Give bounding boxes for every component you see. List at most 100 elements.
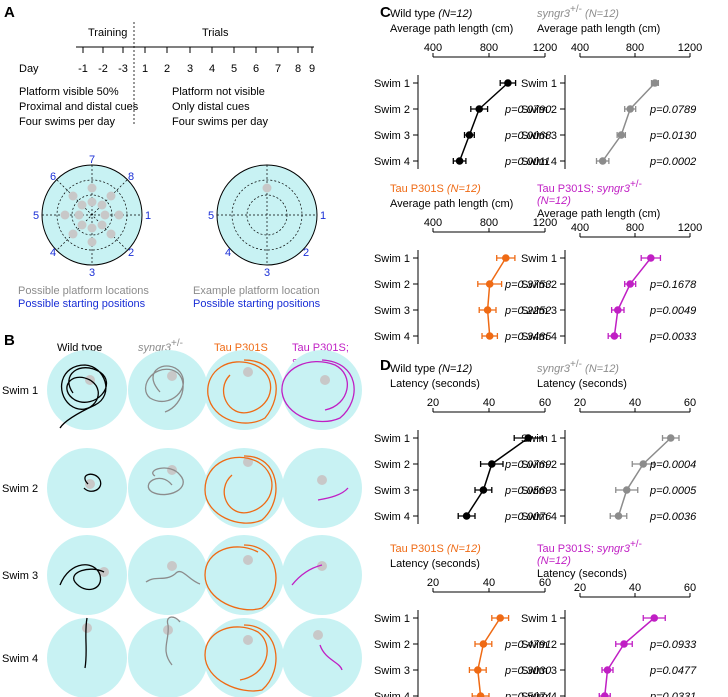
start-position-5: 5 (33, 210, 39, 222)
y-tick-label: Swim 3 (374, 305, 410, 317)
y-tick-label: Swim 4 (521, 331, 557, 343)
start-position-4: 4 (225, 247, 231, 259)
swim-path (204, 455, 277, 524)
platform (167, 561, 177, 571)
p-value: p=0.4791 (504, 639, 551, 651)
x-axis-label: Average path length (cm) (390, 23, 513, 35)
pool-trace-circle (128, 350, 208, 430)
y-tick-label: Swim 4 (374, 331, 410, 343)
x-tick-label: 800 (626, 42, 644, 54)
data-point (496, 614, 505, 622)
data-point (504, 79, 512, 87)
platform-location (68, 191, 78, 201)
series-line (465, 437, 529, 517)
start-position-4: 4 (50, 247, 56, 259)
panel-label-b: B (4, 332, 15, 349)
platform-location (106, 229, 116, 239)
day-tick-label: 4 (209, 63, 215, 75)
swim-path (84, 617, 88, 669)
data-point (614, 512, 623, 520)
y-tick-label: Swim 2 (374, 104, 410, 116)
day-tick-label: 8 (295, 63, 301, 75)
panel-label-a: A (4, 4, 15, 21)
platform (313, 630, 323, 640)
x-axis-label: Latency (seconds) (537, 568, 627, 580)
data-point (485, 280, 494, 288)
swim-path (83, 473, 102, 492)
chart-c-4: Tau P301S; syngr3+/-(N=12)Average path l… (521, 179, 702, 344)
data-point (614, 306, 622, 314)
platform (320, 375, 330, 385)
x-tick-label: 400 (571, 222, 589, 234)
p-value: p=0.0331 (649, 691, 696, 697)
right-pool-caption-blue: Possible starting positions (193, 298, 321, 310)
y-tick-label: Swim 1 (374, 613, 410, 625)
data-point (483, 306, 492, 314)
trials-line-2: Only distal cues (172, 101, 250, 113)
platform-location (60, 210, 70, 220)
start-position-3: 3 (89, 267, 95, 279)
p-value: p=0.0068 (504, 130, 552, 142)
panel-label-c: C (380, 4, 391, 21)
pool-trace-circle (128, 535, 208, 615)
chart-n: (N=12) (537, 195, 571, 207)
series-line (486, 257, 507, 337)
pool-trace-circle (282, 618, 362, 697)
platform-location (87, 223, 97, 233)
series-line (458, 82, 509, 162)
y-tick-label: Swim 4 (374, 691, 410, 697)
swim-path (207, 359, 277, 424)
data-point (462, 512, 471, 520)
start-position-6: 6 (50, 171, 56, 183)
p-value: p=0.0049 (649, 305, 696, 317)
data-point (651, 79, 659, 87)
series-line (477, 617, 501, 697)
chart-d-4: Tau P301S; syngr3+/-(N=12)Latency (secon… (521, 539, 697, 697)
y-tick-label: Swim 2 (374, 639, 410, 651)
y-tick-label: Swim 1 (521, 78, 557, 90)
platform (82, 623, 92, 633)
x-tick-label: 1200 (533, 42, 557, 54)
p-value: p=0.0130 (649, 130, 697, 142)
platform (243, 367, 253, 377)
x-tick-label: 400 (424, 42, 442, 54)
pool-quadrant-line (56, 179, 128, 251)
y-tick-label: Swim 3 (521, 485, 557, 497)
day-tick-label: 2 (164, 63, 170, 75)
p-value: p=0.5074 (504, 691, 551, 697)
pool-trace-circle (204, 448, 284, 528)
series-line (602, 82, 656, 162)
p-value: p=0.0005 (649, 485, 697, 497)
pool-trace-circle (47, 350, 127, 430)
x-axis-label: Average path length (cm) (537, 23, 660, 35)
x-tick-label: 20 (427, 577, 439, 589)
platform (85, 479, 95, 489)
y-tick-label: Swim 2 (521, 459, 557, 471)
day-tick-label: 7 (275, 63, 281, 75)
data-point (620, 640, 628, 648)
x-tick-label: 400 (571, 42, 589, 54)
swim-path (165, 616, 181, 666)
y-tick-label: Swim 2 (374, 279, 410, 291)
chart-d-2: syngr3+/- (N=12) Latency (seconds) 20 40 60 S… (521, 359, 697, 524)
y-tick-label: Swim 3 (374, 130, 410, 142)
trials-line-1: Platform not visible (172, 86, 265, 98)
data-point (650, 614, 659, 622)
x-tick-label: 20 (427, 397, 439, 409)
x-tick-label: 60 (684, 582, 696, 594)
pool-trace-circle (47, 535, 127, 615)
data-point (485, 332, 494, 340)
training-line-2: Proximal and distal cues (19, 101, 139, 113)
x-tick-label: 20 (574, 582, 586, 594)
left-pool-caption-gray: Possible platform locations (18, 285, 149, 297)
y-tick-label: Swim 1 (374, 433, 410, 445)
left-pool-caption-blue: Possible starting positions (18, 298, 146, 310)
pool-diagram-platform-locations: 7 8 1 2 3 4 5 6 Possible platform locati… (18, 154, 151, 310)
platform (317, 475, 327, 485)
pool-trace-circle (47, 618, 127, 697)
start-position-2: 2 (303, 247, 309, 259)
data-point (455, 157, 464, 165)
p-value: p=0.0002 (649, 156, 696, 168)
swim-path (319, 644, 343, 671)
